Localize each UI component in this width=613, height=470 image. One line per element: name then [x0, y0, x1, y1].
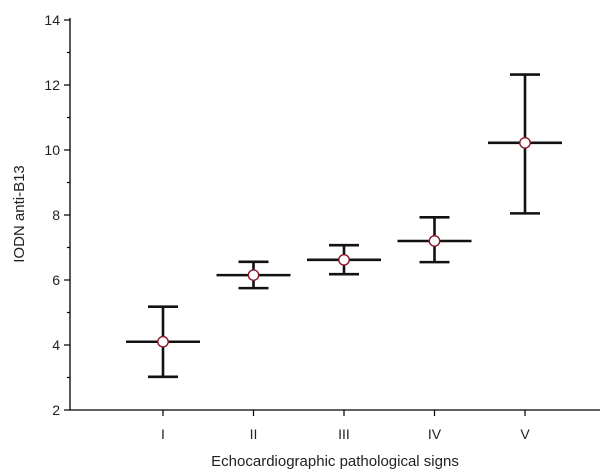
- data-point: [157, 335, 169, 348]
- x-axis-ticks: I II III IV V: [161, 410, 530, 442]
- y-tick-label: 2: [52, 402, 60, 418]
- data-point: [338, 253, 350, 266]
- x-tick-label: III: [338, 426, 350, 442]
- x-tick-label: II: [250, 426, 258, 442]
- y-axis-title: IODN anti-B13: [11, 165, 28, 263]
- data-point: [519, 136, 531, 149]
- y-tick-label: 12: [44, 77, 60, 93]
- y-tick-label: 4: [52, 337, 60, 353]
- x-tick-label: IV: [428, 426, 442, 442]
- data-marks: [126, 73, 562, 379]
- x-axis-title: Echocardiographic pathological signs: [211, 453, 459, 470]
- y-tick-label: 8: [52, 207, 60, 223]
- y-tick-label: 6: [52, 272, 60, 288]
- data-point: [428, 235, 441, 247]
- y-tick-label: 10: [44, 142, 60, 158]
- x-tick-label: V: [520, 426, 530, 442]
- y-axis-ticks: 2 4 6 8 10 12 14: [44, 12, 70, 418]
- data-point: [247, 269, 260, 282]
- y-tick-label: 14: [44, 12, 60, 28]
- x-tick-label: I: [161, 426, 165, 442]
